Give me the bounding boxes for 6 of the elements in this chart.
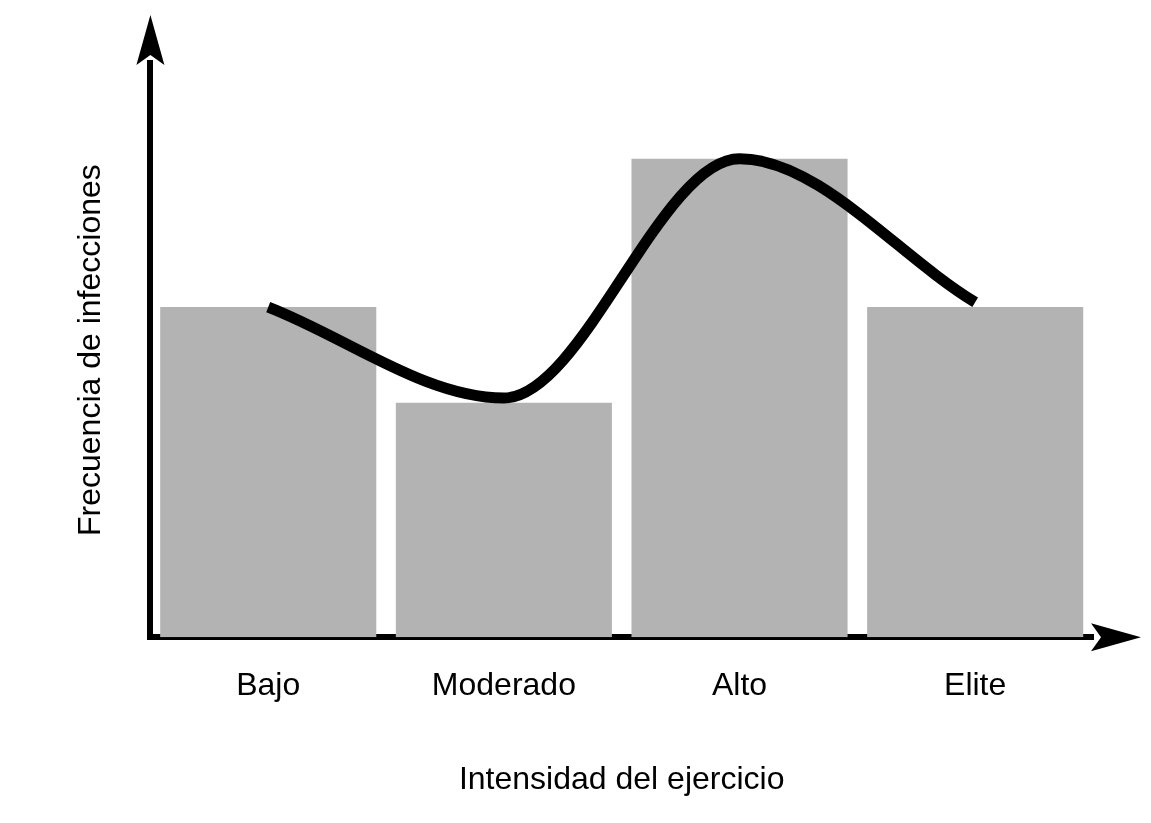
x-tick-label: Alto xyxy=(711,666,768,703)
y-axis-title: Frecuencia de infecciones xyxy=(71,164,108,536)
x-axis-title: Intensidad del ejercicio xyxy=(458,759,785,796)
x-tick-label: Bajo xyxy=(236,666,301,703)
x-tick-label: Moderado xyxy=(431,666,576,703)
x-tick-label: Elite xyxy=(944,666,1007,703)
